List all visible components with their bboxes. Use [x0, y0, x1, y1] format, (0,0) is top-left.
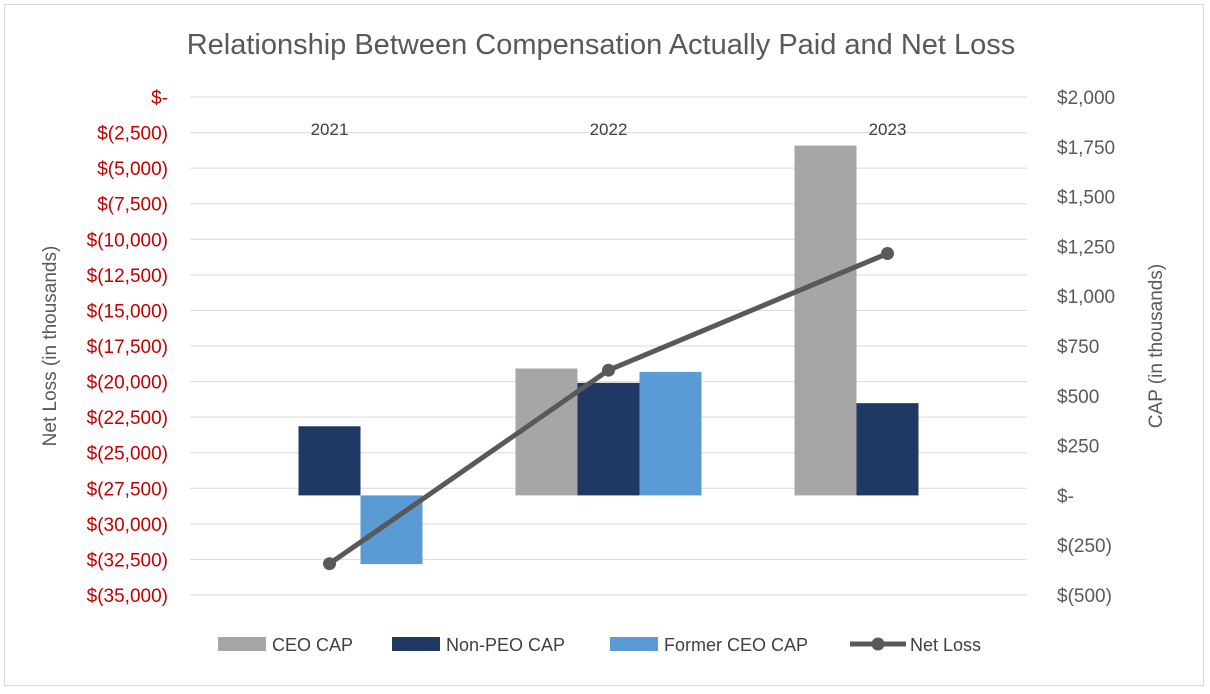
ceo-cap-bar-2023 [794, 145, 857, 496]
net-loss-point-2021 [323, 557, 336, 571]
legend: CEO CAP Non-PEO CAP Former CEO CAP Net Loss [218, 635, 981, 655]
right-tick-label: $1,750 [1057, 138, 1115, 159]
former-ceo-cap-bar-2022 [639, 371, 702, 496]
right-tick-label: $2,000 [1057, 88, 1115, 109]
legend-label: Net Loss [910, 635, 981, 655]
left-tick-label: $(22,500) [87, 408, 168, 429]
left-tick-label: $(5,000) [97, 159, 168, 180]
left-tick-label: $(12,500) [87, 266, 168, 287]
ceo-cap-bar-2022 [515, 368, 578, 496]
legend-label: Former CEO CAP [664, 635, 808, 655]
non-peo-cap-bar-2022 [577, 382, 640, 496]
right-axis-ticks: $2,000 $1,750 $1,500 $1,250 $1,000 $750 $500 $2… [1057, 88, 1115, 607]
left-tick-label: $(2,500) [97, 124, 168, 145]
legend-marker-net-loss [871, 637, 885, 651]
non-peo-cap-bar-2021 [298, 426, 361, 496]
category-label-2021: 2021 [311, 120, 349, 139]
left-axis-title: Net Loss (in thousands) [40, 246, 61, 447]
left-tick-label: $(32,500) [87, 550, 168, 571]
right-tick-label: $250 [1057, 437, 1099, 458]
left-tick-label: $(25,000) [87, 444, 168, 465]
legend-swatch-non-peo-cap [392, 637, 440, 651]
right-tick-label: $750 [1057, 337, 1099, 358]
left-axis-ticks: $- $(2,500) $(5,000) $(7,500) $(10,000) $(12,… [87, 88, 168, 607]
left-tick-label: $(10,000) [87, 230, 168, 251]
net-loss-line [323, 247, 894, 571]
legend-label: CEO CAP [272, 635, 353, 655]
left-tick-label: $- [151, 88, 168, 109]
category-label-2022: 2022 [590, 120, 628, 139]
net-loss-point-2022 [602, 363, 615, 377]
left-tick-label: $(20,000) [87, 373, 168, 394]
right-axis-title: CAP (in thousands) [1146, 264, 1167, 428]
gridlines [190, 96, 1027, 596]
left-tick-label: $(35,000) [87, 586, 168, 607]
right-tick-label: $1,000 [1057, 287, 1115, 308]
net-loss-point-2023 [881, 247, 894, 261]
non-peo-cap-bar-2023 [856, 403, 919, 496]
right-tick-label: $(250) [1057, 536, 1112, 557]
bar-series [298, 145, 919, 565]
left-tick-label: $(7,500) [97, 195, 168, 216]
chart-frame [4, 4, 1204, 686]
right-tick-label: $(500) [1057, 586, 1112, 607]
right-tick-label: $1,250 [1057, 237, 1115, 258]
legend-swatch-ceo-cap [218, 637, 266, 651]
legend-label: Non-PEO CAP [446, 635, 565, 655]
right-tick-label: $- [1057, 486, 1074, 507]
left-tick-label: $(17,500) [87, 337, 168, 358]
left-tick-label: $(15,000) [87, 301, 168, 322]
right-tick-label: $500 [1057, 387, 1099, 408]
chart-title: Relationship Between Compensation Actual… [187, 29, 1016, 61]
legend-swatch-former-ceo-cap [610, 637, 658, 651]
category-label-2023: 2023 [869, 120, 907, 139]
left-tick-label: $(27,500) [87, 479, 168, 500]
right-tick-label: $1,500 [1057, 188, 1115, 209]
category-labels: 2021 2022 2023 [311, 120, 907, 139]
left-tick-label: $(30,000) [87, 515, 168, 536]
